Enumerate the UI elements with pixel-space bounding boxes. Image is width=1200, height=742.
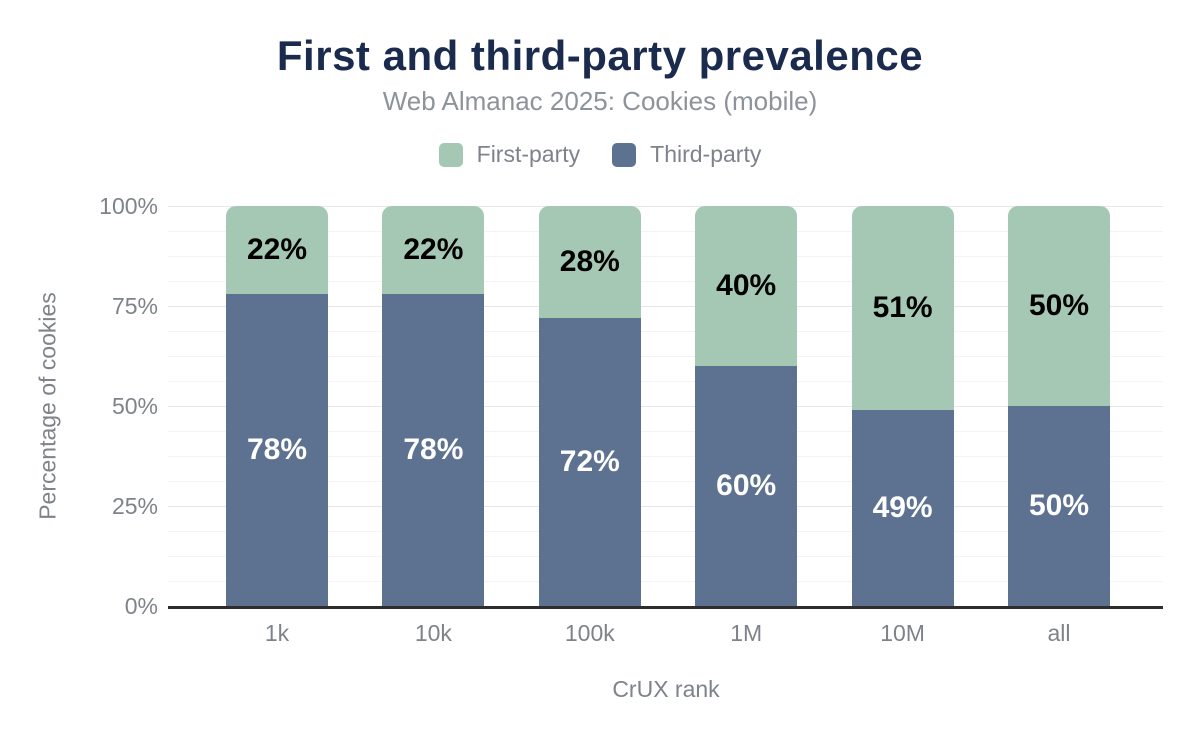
legend-item-first-party[interactable]: First-party	[438, 141, 581, 168]
minor-gridline	[168, 356, 1163, 357]
y-tick-50pct: 50%	[111, 393, 158, 419]
legend-label-first-party: First-party	[476, 141, 581, 167]
x-tick-all: all	[1047, 620, 1071, 646]
bar-1m: 60% 40%	[695, 206, 798, 606]
legend: First-party Third-party	[0, 141, 1200, 168]
x-tick-1k: 1k	[264, 620, 290, 646]
major-gridline	[168, 506, 1163, 507]
x-axis-tick-labels: 1k 10k 100k 1M 10M all	[0, 620, 1200, 650]
minor-gridline	[168, 456, 1163, 457]
bar-1m-first-party-segment[interactable]	[695, 206, 798, 366]
bar-10k: 78% 22%	[382, 206, 485, 606]
bar-10k-first-party-segment[interactable]	[382, 206, 485, 294]
bar-all-third-party-segment[interactable]	[1008, 406, 1110, 606]
bar-10m-first-party-segment[interactable]	[851, 206, 954, 410]
y-tick-75pct: 75%	[111, 293, 158, 319]
legend-swatch-third-party	[612, 142, 637, 167]
chart-subtitle: Web Almanac 2025: Cookies (mobile)	[382, 86, 818, 116]
x-tick-1m: 1M	[730, 620, 763, 646]
minor-gridline	[168, 331, 1163, 332]
x-axis-title: CrUX rank	[612, 676, 720, 702]
bar-1m-third-party-segment[interactable]	[695, 366, 798, 606]
bar-10m: 49% 51%	[851, 206, 954, 606]
y-axis-title: Percentage of cookies	[34, 292, 61, 520]
minor-gridline	[168, 581, 1163, 582]
minor-gridline	[168, 231, 1163, 232]
chart-title: First and third-party prevalence	[276, 32, 924, 79]
x-tick-100k: 100k	[564, 620, 615, 646]
bar-100k: 72% 28%	[538, 206, 641, 606]
minor-gridline	[168, 431, 1163, 432]
plot-area: 78% 22% 78% 22% 72% 28% 60% 40% 49% 51% 50% 50%	[168, 206, 1163, 609]
bar-all: 50% 50%	[1008, 206, 1110, 606]
y-tick-100pct: 100%	[99, 193, 158, 219]
x-tick-10m: 10M	[880, 620, 925, 646]
bar-1k: 78% 22%	[226, 206, 328, 606]
legend-item-third-party[interactable]: Third-party	[612, 141, 761, 168]
y-tick-25pct: 25%	[111, 493, 158, 519]
minor-gridline	[168, 556, 1163, 557]
bar-1k-first-party-segment[interactable]	[226, 206, 328, 294]
bar-100k-first-party-segment[interactable]	[538, 206, 641, 318]
x-tick-10k: 10k	[414, 620, 452, 646]
major-gridline	[168, 406, 1163, 407]
major-gridline	[168, 206, 1163, 207]
bar-all-first-party-segment[interactable]	[1008, 206, 1110, 406]
minor-gridline	[168, 481, 1163, 482]
minor-gridline	[168, 381, 1163, 382]
bar-10k-third-party-segment[interactable]	[382, 294, 485, 606]
bar-100k-third-party-segment[interactable]	[538, 318, 641, 606]
bar-10m-third-party-segment[interactable]	[851, 410, 954, 606]
legend-label-third-party: Third-party	[650, 141, 762, 167]
minor-gridline	[168, 281, 1163, 282]
minor-gridline	[168, 531, 1163, 532]
y-tick-0pct: 0%	[124, 593, 158, 619]
bar-1k-third-party-segment[interactable]	[226, 294, 328, 606]
legend-swatch-first-party	[438, 142, 463, 167]
major-gridline	[168, 306, 1163, 307]
minor-gridline	[168, 256, 1163, 257]
